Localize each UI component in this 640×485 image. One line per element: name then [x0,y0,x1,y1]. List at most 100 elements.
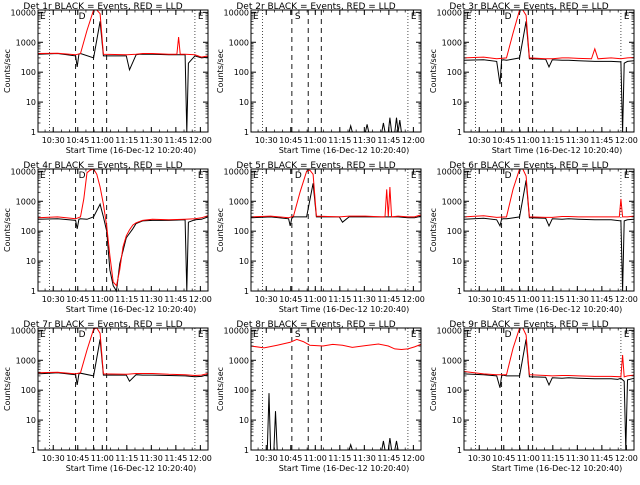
x-tick-label: 10:30 [468,136,491,145]
x-tick-label: 12:00 [189,136,212,145]
y-tick-label: 10 [239,98,249,107]
region-letter: E [40,330,46,340]
panel-det-8: Det 8r BLACK = Events, RED = LLD 1 10 100 10… [216,320,425,473]
x-tick-label: 11:30 [566,454,589,463]
y-tick-label: 1 [244,446,249,455]
panel-title: Det 1r BLACK = Events, RED = LLD [23,2,182,12]
plot-frame [37,168,209,292]
x-tick-label: 10:30 [42,454,65,463]
x-tick-label: 11:00 [517,454,540,463]
y-tick-label: 100 [447,227,462,236]
plot-frame [250,327,422,451]
y-tick-label: 1000 [229,197,249,206]
y-tick-label: 10000 [437,167,462,176]
region-letter: E [198,12,204,22]
x-tick-label: 11:45 [164,295,187,304]
y-tick-label: 100 [21,68,36,77]
x-tick-label: 11:45 [590,136,613,145]
y-tick-label: 10 [26,257,36,266]
x-tick-label: 11:30 [140,454,163,463]
panel-det-6: Det 6r BLACK = Events, RED = LLD 1 10 100 10… [429,161,638,314]
panel-title: Det 6r BLACK = Events, RED = LLD [449,161,608,171]
x-tick-label: 12:00 [615,295,638,304]
y-tick-label: 1000 [442,38,462,47]
y-tick-label: 10 [452,416,462,425]
x-tick-label: 12:00 [615,136,638,145]
series-events [250,183,422,227]
y-tick-label: 10000 [224,167,249,176]
region-letter: E [466,12,472,22]
x-tick-label: 11:15 [541,295,564,304]
plot-frame [250,168,422,292]
x-tick-label: 11:45 [377,454,400,463]
x-tick-label: 12:00 [615,454,638,463]
x-axis-label: Start Time (16-Dec-12 10:20:40) [279,305,410,314]
plot-frame [463,168,635,292]
panel-title: Det 7r BLACK = Events, RED = LLD [23,320,182,330]
x-tick-label: 12:00 [402,454,425,463]
x-tick-label: 10:45 [492,454,515,463]
plot-frame [37,9,209,133]
region-letter: E [466,171,472,181]
y-tick-label: 100 [447,386,462,395]
region-letter: S [295,12,301,22]
panel-det-3: Det 3r BLACK = Events, RED = LLD 1 10 100 10… [429,2,638,155]
x-tick-label: 11:00 [91,295,114,304]
x-tick-label: 11:00 [517,295,540,304]
y-tick-label: 100 [447,68,462,77]
panel-title: Det 3r BLACK = Events, RED = LLD [449,2,608,12]
region-letter: E [624,171,630,181]
region-letter: E [466,330,472,340]
y-tick-label: 10 [452,257,462,266]
panel-title: Det 2r BLACK = Events, RED = LLD [236,2,395,12]
series-events [266,393,399,451]
y-tick-label: 1000 [16,197,36,206]
series-lld [37,168,209,287]
region-letter: E [198,330,204,340]
y-tick-label: 1 [31,128,36,137]
panel-det-7: Det 7r BLACK = Events, RED = LLD 1 10 100 10… [3,320,212,473]
y-axis-label: Counts/sec [3,49,12,93]
y-tick-label: 100 [234,227,249,236]
y-axis-label: Counts/sec [3,367,12,411]
x-tick-label: 10:45 [66,295,89,304]
x-tick-label: 10:30 [255,136,278,145]
series-events [463,180,635,292]
x-tick-label: 11:45 [377,136,400,145]
x-tick-label: 10:30 [42,136,65,145]
x-tick-label: 11:00 [517,136,540,145]
x-tick-label: 11:00 [304,454,327,463]
y-tick-label: 10000 [11,167,36,176]
series-lld [250,338,422,351]
series-lld [463,327,635,378]
y-tick-label: 100 [21,227,36,236]
y-axis-label: Counts/sec [216,367,225,411]
x-tick-label: 10:30 [468,454,491,463]
y-tick-label: 10000 [224,8,249,17]
x-axis-label: Start Time (16-Dec-12 10:20:40) [492,464,623,473]
x-tick-label: 11:15 [115,295,138,304]
y-tick-label: 1000 [229,38,249,47]
y-tick-label: 10000 [437,326,462,335]
x-tick-label: 10:30 [468,295,491,304]
series-lld [463,168,635,218]
x-tick-label: 11:45 [590,454,613,463]
x-axis-label: Start Time (16-Dec-12 10:20:40) [66,464,197,473]
y-tick-label: 100 [234,386,249,395]
series-lld [37,327,209,377]
x-axis-label: Start Time (16-Dec-12 10:20:40) [66,146,197,155]
x-tick-label: 10:45 [492,136,515,145]
x-axis-label: Start Time (16-Dec-12 10:20:40) [279,146,410,155]
y-tick-label: 10000 [11,8,36,17]
x-tick-label: 11:00 [91,454,114,463]
x-tick-label: 10:30 [255,454,278,463]
region-letter: E [40,12,46,22]
y-tick-label: 1 [244,287,249,296]
y-tick-label: 100 [21,386,36,395]
region-letter: D [505,330,512,340]
x-tick-label: 10:45 [279,454,302,463]
panel-det-9: Det 9r BLACK = Events, RED = LLD 1 10 100 10… [429,320,638,473]
y-tick-label: 1 [457,446,462,455]
y-tick-label: 10 [239,257,249,266]
